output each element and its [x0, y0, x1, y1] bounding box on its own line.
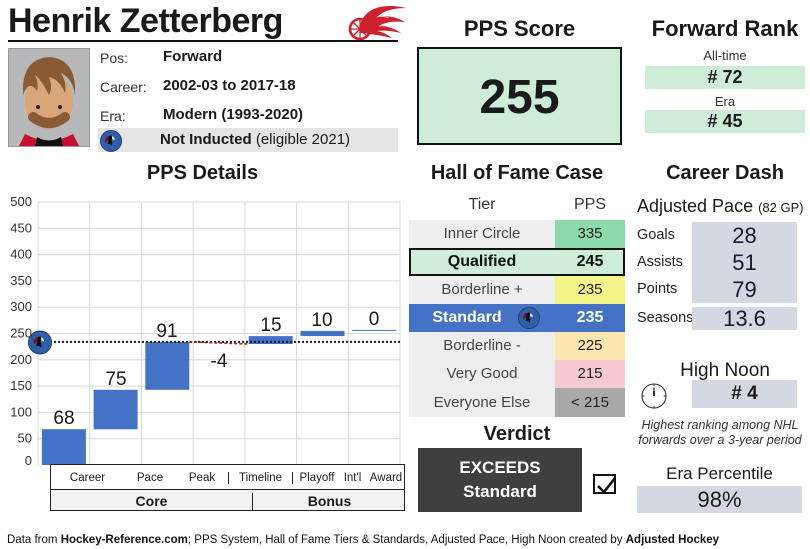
svg-text:150: 150 — [10, 378, 32, 393]
svg-text:50: 50 — [18, 431, 32, 446]
svg-text:200: 200 — [10, 352, 32, 367]
svg-text:91: 91 — [156, 321, 177, 342]
svg-text:15: 15 — [260, 315, 281, 336]
svg-text:350: 350 — [10, 273, 32, 288]
svg-text:68: 68 — [53, 408, 74, 429]
svg-text:-4: -4 — [211, 351, 228, 372]
svg-text:500: 500 — [10, 195, 32, 209]
svg-text:0: 0 — [25, 453, 32, 465]
svg-text:250: 250 — [10, 326, 32, 341]
svg-text:450: 450 — [10, 220, 32, 235]
svg-text:400: 400 — [10, 247, 32, 262]
svg-text:10: 10 — [311, 310, 332, 331]
svg-text:0: 0 — [369, 309, 380, 330]
svg-text:100: 100 — [10, 404, 32, 419]
svg-text:300: 300 — [10, 299, 32, 314]
svg-text:75: 75 — [105, 369, 126, 390]
